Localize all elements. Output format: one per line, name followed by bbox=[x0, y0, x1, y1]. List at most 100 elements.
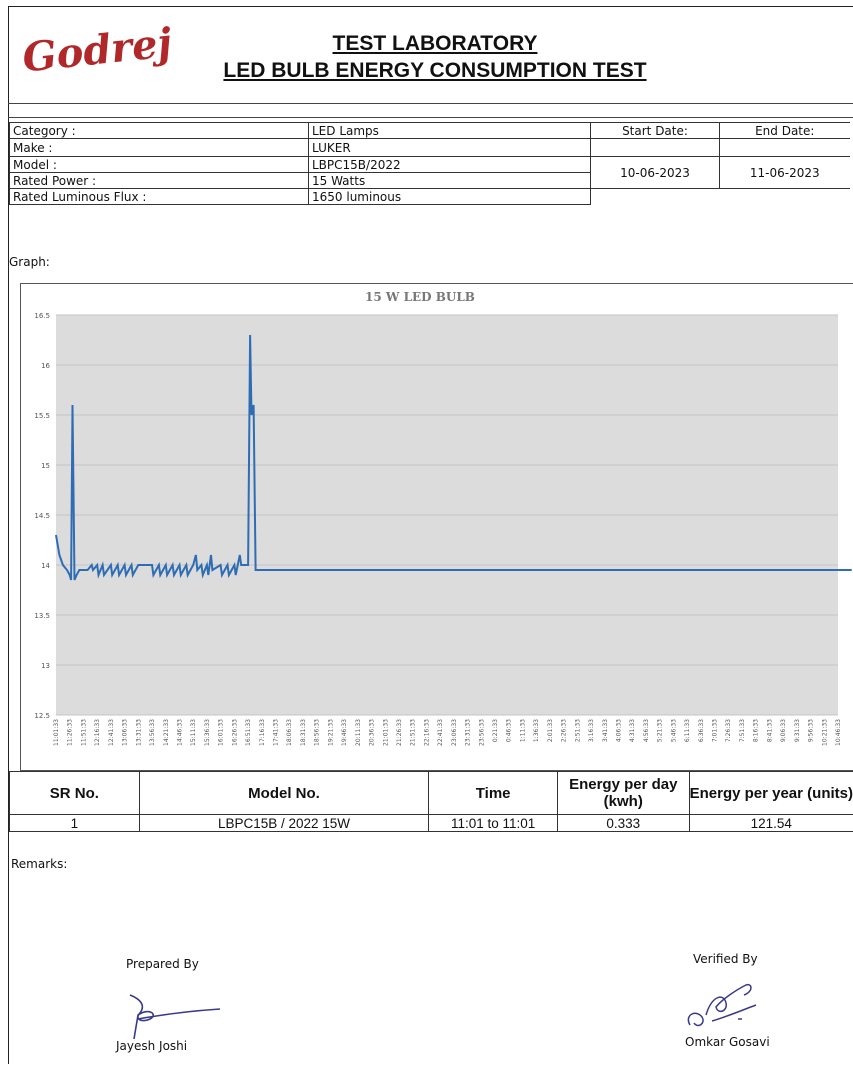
x-tick-label: 11:26:33 bbox=[67, 719, 74, 746]
x-tick-label: 1:36:33 bbox=[533, 719, 540, 742]
cell-energy-day: 0.333 bbox=[556, 814, 690, 832]
y-tick-label: 15 bbox=[41, 462, 50, 470]
x-tick-label: 10:46:33 bbox=[835, 719, 842, 746]
start-date-label: Start Date: bbox=[590, 122, 720, 139]
model-value: LBPC15B/2022 bbox=[308, 156, 591, 173]
x-tick-label: 19:46:33 bbox=[341, 719, 348, 746]
cell-model-no: LBPC15B / 2022 15W bbox=[138, 814, 430, 832]
x-tick-label: 8:41:33 bbox=[766, 719, 773, 742]
x-tick-label: 23:31:33 bbox=[465, 719, 472, 746]
title-line-1: TEST LABORATORY bbox=[332, 32, 538, 55]
y-tick-label: 13.5 bbox=[34, 612, 50, 620]
chart-title: 15 W LED BULB bbox=[365, 290, 475, 304]
y-tick-label: 16 bbox=[41, 362, 50, 370]
col-time: Time bbox=[428, 771, 558, 815]
x-tick-label: 2:01:33 bbox=[547, 719, 554, 742]
flux-value: 1650 luminous bbox=[308, 188, 591, 205]
graph-label: Graph: bbox=[9, 255, 50, 269]
page-frame bbox=[8, 6, 853, 1064]
x-tick-label: 15:11:33 bbox=[190, 719, 197, 746]
x-tick-label: 17:41:33 bbox=[273, 719, 280, 746]
x-tick-label: 7:26:33 bbox=[725, 719, 732, 742]
info-row-flux: Rated Luminous Flux : 1650 luminous bbox=[9, 188, 850, 205]
x-tick-label: 10:21:33 bbox=[821, 719, 828, 746]
info-row-category: Category : LED Lamps Start Date: End Dat… bbox=[9, 122, 850, 139]
table-row: 1 LBPC15B / 2022 15W 11:01 to 11:01 0.33… bbox=[9, 814, 853, 832]
flux-blank bbox=[590, 188, 720, 205]
cell-time: 11:01 to 11:01 bbox=[428, 814, 558, 832]
end-date-label: End Date: bbox=[719, 122, 850, 139]
category-label: Category : bbox=[9, 122, 309, 139]
x-tick-label: 6:11:33 bbox=[684, 719, 691, 742]
x-tick-label: 2:51:33 bbox=[574, 719, 581, 742]
title-line-2: LED BULB ENERGY CONSUMPTION TEST bbox=[223, 59, 647, 82]
prepared-by-label: Prepared By bbox=[126, 957, 199, 971]
cell-energy-year: 121.54 bbox=[688, 814, 853, 832]
x-tick-label: 21:26:33 bbox=[396, 719, 403, 746]
x-tick-label: 13:56:33 bbox=[149, 719, 156, 746]
verified-by-label: Verified By bbox=[693, 952, 758, 966]
x-tick-label: 17:16:33 bbox=[259, 719, 266, 746]
info-row-make: Make : LUKER bbox=[9, 138, 850, 157]
header-divider bbox=[8, 103, 853, 104]
end-date-value: 11-06-2023 bbox=[719, 156, 850, 189]
y-tick-label: 13 bbox=[41, 662, 50, 670]
col-sr-no: SR No. bbox=[9, 771, 140, 815]
date-spacer-2 bbox=[719, 138, 850, 157]
y-tick-label: 16.5 bbox=[34, 312, 50, 320]
x-tick-label: 3:16:33 bbox=[588, 719, 595, 742]
x-tick-label: 3:41:33 bbox=[602, 719, 609, 742]
x-tick-label: 4:31:33 bbox=[629, 719, 636, 742]
x-tick-label: 9:31:33 bbox=[794, 719, 801, 742]
model-label: Model : bbox=[9, 156, 309, 173]
flux-blank-2 bbox=[720, 189, 850, 205]
x-tick-label: 22:41:33 bbox=[437, 719, 444, 746]
verified-signature bbox=[687, 983, 757, 1027]
x-tick-label: 19:21:33 bbox=[327, 719, 334, 746]
x-tick-label: 4:06:33 bbox=[615, 719, 622, 742]
x-tick-label: 15:36:33 bbox=[204, 719, 211, 746]
verified-by-name: Omkar Gosavi bbox=[685, 1035, 770, 1049]
results-header-row: SR No. Model No. Time Energy per day (kw… bbox=[9, 771, 853, 815]
y-tick-label: 12.5 bbox=[34, 712, 50, 720]
x-tick-label: 9:56:33 bbox=[808, 719, 815, 742]
flux-label: Rated Luminous Flux : bbox=[9, 188, 309, 205]
x-tick-label: 1:11:33 bbox=[519, 719, 526, 742]
category-value: LED Lamps bbox=[308, 122, 591, 139]
x-tick-label: 23:06:33 bbox=[451, 719, 458, 746]
info-table: Category : LED Lamps Start Date: End Dat… bbox=[9, 122, 850, 205]
make-value: LUKER bbox=[308, 138, 591, 157]
remarks-label: Remarks: bbox=[11, 857, 68, 871]
x-tick-label: 2:26:33 bbox=[561, 719, 568, 742]
x-tick-label: 4:56:33 bbox=[643, 719, 650, 742]
x-tick-label: 9:06:33 bbox=[780, 719, 787, 742]
x-tick-label: 18:06:33 bbox=[286, 719, 293, 746]
x-tick-label: 14:21:33 bbox=[163, 719, 170, 746]
date-spacer-1 bbox=[590, 138, 720, 157]
header-divider-2 bbox=[8, 117, 853, 118]
start-date-value: 10-06-2023 bbox=[590, 156, 720, 189]
make-label: Make : bbox=[9, 138, 309, 157]
col-energy-year: Energy per year (units) bbox=[688, 771, 853, 815]
x-tick-label: 14:46:33 bbox=[176, 719, 183, 746]
y-tick-label: 14.5 bbox=[34, 512, 50, 520]
x-tick-label: 8:16:33 bbox=[753, 719, 760, 742]
x-tick-label: 20:11:33 bbox=[355, 719, 362, 746]
x-tick-label: 0:46:33 bbox=[506, 719, 513, 742]
x-tick-label: 16:51:33 bbox=[245, 719, 252, 746]
report-title: TEST LABORATORY LED BULB ENERGY CONSUMPT… bbox=[200, 30, 670, 84]
series-line bbox=[55, 334, 852, 581]
godrej-logo: Godrej bbox=[20, 19, 174, 80]
col-model-no: Model No. bbox=[138, 771, 430, 815]
x-tick-label: 0:21:33 bbox=[492, 719, 499, 742]
y-tick-label: 14 bbox=[41, 562, 50, 570]
x-tick-label: 21:51:33 bbox=[410, 719, 417, 746]
svg-text:Godrej: Godrej bbox=[20, 19, 174, 80]
x-tick-label: 16:26:33 bbox=[231, 719, 238, 746]
x-tick-label: 12:16:33 bbox=[94, 719, 101, 746]
rated-power-label: Rated Power : bbox=[9, 172, 309, 189]
x-tick-label: 5:46:33 bbox=[670, 719, 677, 742]
x-tick-label: 21:01:33 bbox=[382, 719, 389, 746]
x-tick-label: 6:36:33 bbox=[698, 719, 705, 742]
energy-chart: 12.5 13 13.5 14 14.5 15 15.5 16 16.5 11:01:33 11:2… bbox=[34, 312, 852, 746]
